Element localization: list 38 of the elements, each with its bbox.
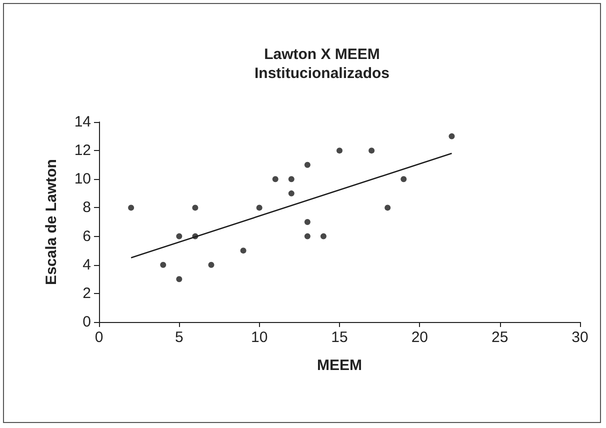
point bbox=[448, 133, 455, 140]
point bbox=[304, 233, 310, 240]
point bbox=[256, 204, 262, 211]
x-tick-label: 20 bbox=[411, 329, 428, 346]
chart-title: Lawton X MEEM Institucionalizados bbox=[254, 46, 390, 82]
y-tick-label: 4 bbox=[82, 256, 91, 274]
y-tick-label: 6 bbox=[82, 228, 91, 245]
x-tick-label: 5 bbox=[174, 329, 184, 346]
point bbox=[320, 233, 326, 240]
point bbox=[368, 148, 375, 154]
point bbox=[288, 190, 294, 196]
point bbox=[240, 248, 246, 254]
y-tick-label: 14 bbox=[74, 114, 91, 130]
point bbox=[272, 176, 278, 182]
x-tick-label: 25 bbox=[491, 329, 508, 346]
y-tick-label: 12 bbox=[74, 142, 91, 160]
x-tick-label: 30 bbox=[572, 329, 588, 346]
point bbox=[128, 204, 134, 211]
y-tick-label: 0 bbox=[82, 314, 91, 330]
point bbox=[192, 204, 198, 211]
point bbox=[336, 148, 342, 154]
point bbox=[176, 233, 182, 240]
point bbox=[288, 176, 294, 182]
y-tick-label: 2 bbox=[82, 284, 91, 302]
y-tick-label: 10 bbox=[74, 170, 91, 188]
x-tick-label: 0 bbox=[94, 329, 104, 346]
y-tick-label: 8 bbox=[82, 199, 91, 216]
x-tick-label: 15 bbox=[331, 329, 348, 346]
y-axis-title: Escala de Lawton bbox=[43, 159, 60, 285]
point bbox=[208, 262, 214, 268]
x-axis-title: MEEM bbox=[317, 357, 362, 374]
point bbox=[400, 176, 407, 182]
x-tick-label: 10 bbox=[250, 329, 268, 346]
point bbox=[304, 219, 310, 225]
point bbox=[176, 276, 182, 282]
point bbox=[384, 204, 391, 211]
point bbox=[160, 262, 166, 268]
point bbox=[304, 162, 310, 168]
